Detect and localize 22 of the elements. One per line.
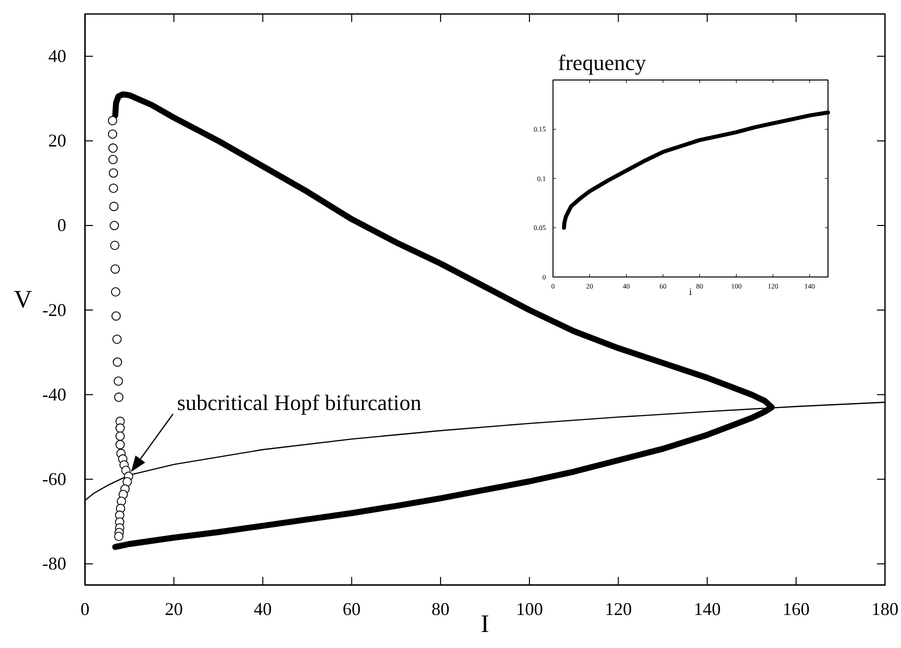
x-tick-label: 100	[516, 598, 543, 619]
y-tick-label: 40	[48, 46, 66, 66]
x-tick-label: 60	[342, 598, 361, 619]
y-tick-label: -80	[42, 554, 66, 574]
y-tick-label: 0	[57, 215, 66, 236]
x-tick-label: 120	[604, 598, 632, 619]
x-tick-label: 140	[694, 598, 721, 619]
annotation: subcritical Hopf bifurcation	[177, 390, 422, 415]
x-tick-label: 0	[80, 598, 90, 619]
x-tick-label: 180	[872, 598, 898, 619]
y-axis-title: V	[14, 286, 32, 314]
y-tick-label: -40	[42, 384, 66, 404]
y-tick-label: 20	[48, 130, 66, 151]
y-tick-label: -60	[42, 469, 66, 490]
x-axis-title: i	[689, 287, 692, 298]
chart-title: frequency	[558, 50, 646, 75]
x-axis-title: I	[480, 610, 490, 638]
x-tick-label: 80	[432, 598, 450, 619]
x-tick-label: 160	[782, 598, 810, 619]
x-tick-label: 20	[164, 598, 183, 619]
x-tick-label: 40	[254, 598, 272, 619]
y-tick-label: -20	[42, 300, 66, 320]
